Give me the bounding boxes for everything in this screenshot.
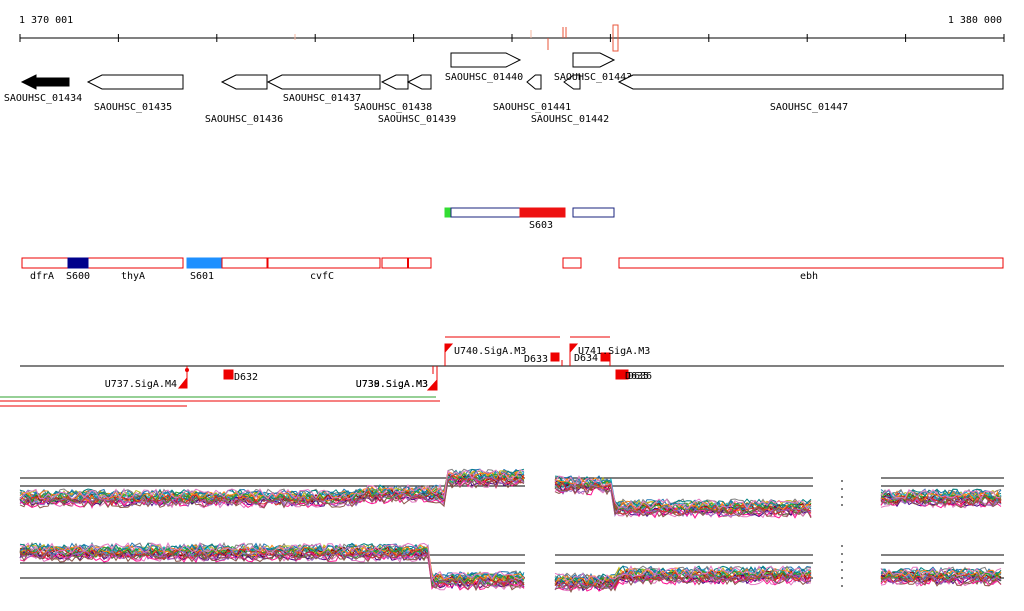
gene-label: SAOUHSC_01443 [554,72,632,83]
gene-arrow[interactable] [406,74,432,90]
gene-label: SAOUHSC_01442 [531,114,609,125]
tss-label: D633 [524,354,548,365]
gene-label: SAOUHSC_01434 [4,93,82,104]
ruler-start-label: 1 370 001 [19,15,73,26]
gene-label: SAOUHSC_01441 [493,102,571,113]
expression-tracks [19,468,1004,593]
tss-label: U741.SigA.M3 [578,346,650,357]
tss-label: D635 [625,371,649,382]
s603-track: S603 [444,207,615,231]
tss-label: D634 [574,353,598,364]
s603-segment [519,207,566,218]
feature-label: dfrA [30,271,54,282]
gene-label: SAOUHSC_01440 [445,72,523,83]
feature-box[interactable] [618,257,1004,269]
coordinate-ruler: 1 370 001 1 380 000 [19,15,1005,52]
gene-arrow[interactable] [526,74,542,90]
tss-label: D636 [628,371,652,382]
tss-label: U738.SigA.M3 [356,379,428,390]
feature-box[interactable] [562,257,582,269]
ruler-markers [294,24,619,52]
tss-label: U739.SigA.M3 [356,379,428,390]
feature-label: thyA [121,271,145,282]
feature-label: ebh [800,271,818,282]
gene-arrow[interactable] [220,74,268,90]
gene-arrow[interactable] [20,74,70,90]
s603-label: S603 [529,220,553,231]
ruler-end-label: 1 380 000 [948,15,1002,26]
feature-fill[interactable] [186,257,222,269]
gene-label: SAOUHSC_01437 [283,93,361,104]
feature-box[interactable] [381,257,409,269]
gene-label: SAOUHSC_01447 [770,102,848,113]
s603-segment [450,207,521,218]
feature-track: dfrA S600 thyA S601 cvfC ebh [21,257,1004,282]
tss-labels: U740.SigA.M3 U741.SigA.M3 D633 D634 D632 U737… [105,346,652,390]
tss-label: U740.SigA.M3 [454,346,526,357]
tss-label: D632 [234,372,258,383]
expression-panel-bottom [19,541,1004,593]
gene-arrow[interactable] [86,74,184,90]
feature-box[interactable] [221,257,268,269]
feature-label: cvfC [310,271,334,282]
s603-segment [572,207,615,218]
feature-box[interactable] [21,257,184,269]
gene-arrow[interactable] [266,74,381,90]
feature-box[interactable] [407,257,432,269]
gene-track: SAOUHSC_01434SAOUHSC_01435SAOUHSC_01436S… [4,52,1004,125]
s603-segment [444,207,452,218]
gene-arrow[interactable] [563,74,581,90]
feature-box[interactable] [267,257,381,269]
gene-label: SAOUHSC_01439 [378,114,456,125]
gene-label: SAOUHSC_01435 [94,102,172,113]
gene-arrow[interactable] [617,74,1004,90]
transcript-track: U740.SigA.M3 U741.SigA.M3 D633 D634 D632 U737… [0,336,1004,407]
ruler-ticks [19,34,1005,42]
gene-arrow[interactable] [450,52,522,68]
feature-label: S600 [66,271,90,282]
expression-panel-top [19,468,1004,519]
tss-label: U737.SigA.M4 [105,379,177,390]
gene-label: SAOUHSC_01438 [354,102,432,113]
gene-label: SAOUHSC_01436 [205,114,283,125]
gene-arrow[interactable] [380,74,409,90]
feature-label: S601 [190,271,214,282]
gene-arrow[interactable] [572,52,616,68]
feature-fill[interactable] [67,257,89,269]
tss-markers [177,343,629,391]
